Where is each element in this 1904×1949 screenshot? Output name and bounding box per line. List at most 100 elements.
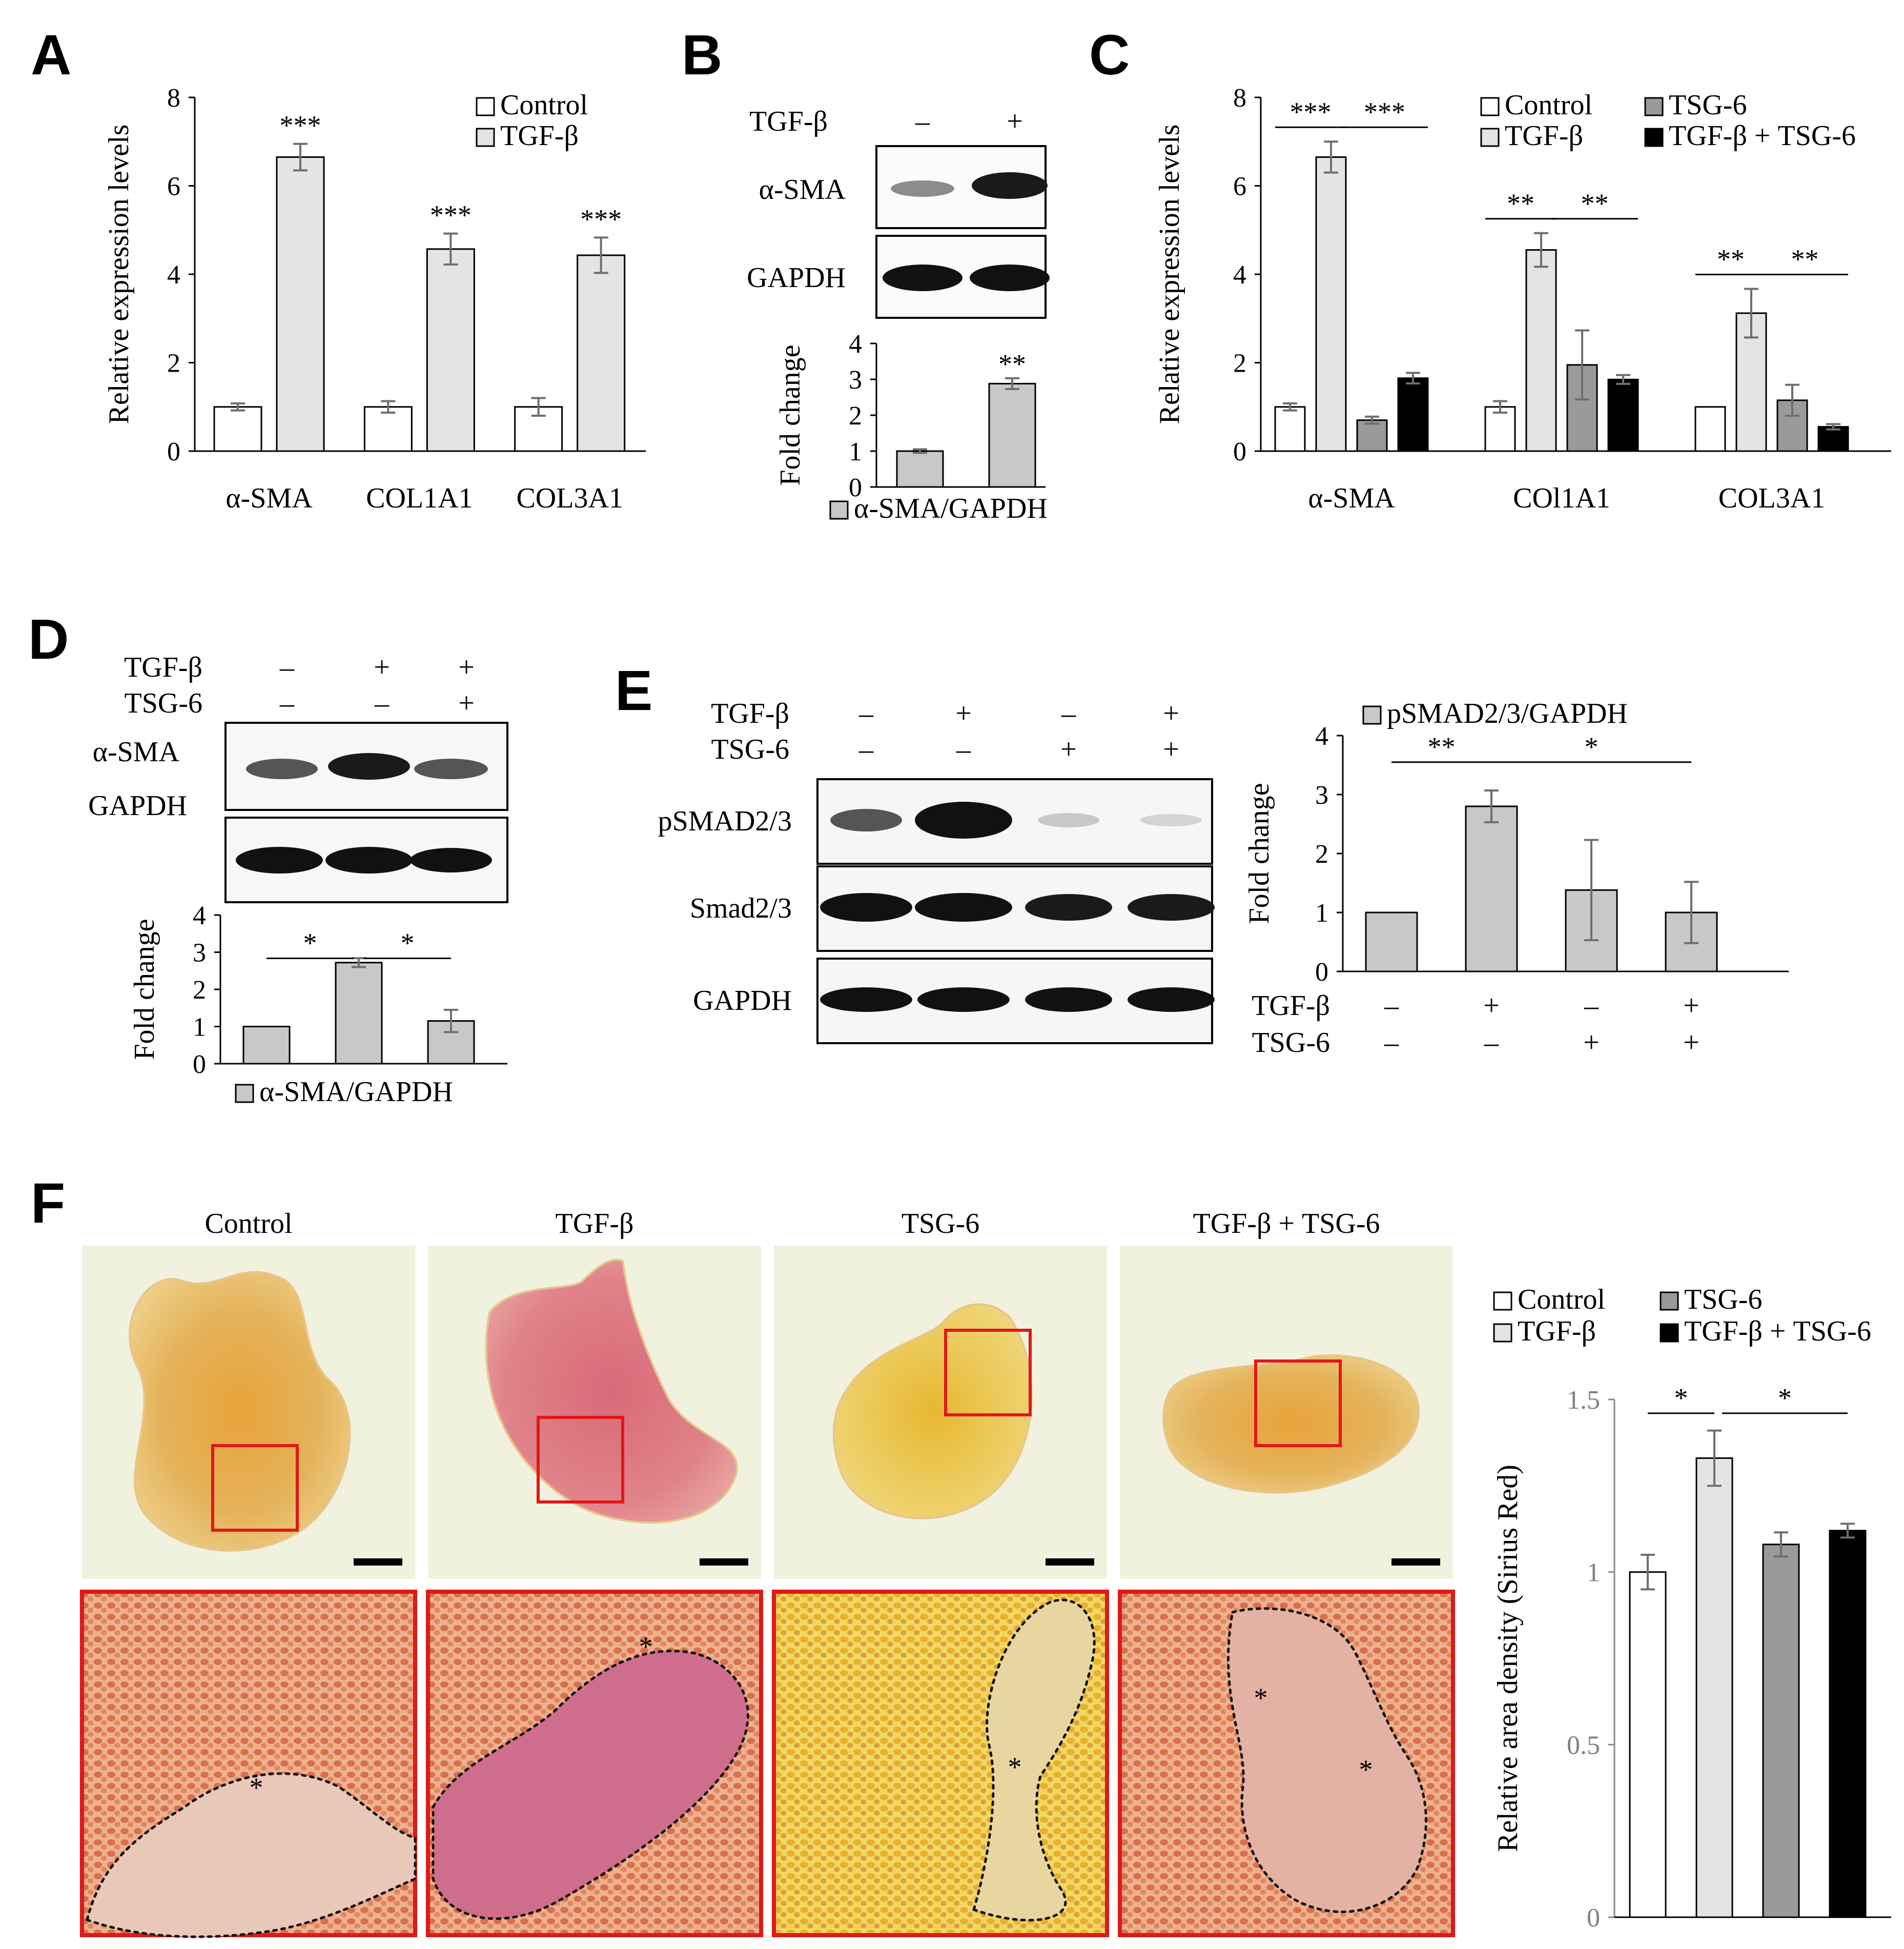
panelC-legend-tgf-label: TGF-β [1505,120,1583,152]
panelC-bar-1 [1525,249,1557,452]
panelF-legend-tsg6-label: TSG-6 [1684,1284,1762,1315]
panel-label-F: F [31,1172,65,1235]
scale-bar-icon [700,1558,748,1566]
panelF-collagen-marker: * [1359,1754,1373,1785]
panelD-legend-swatch [235,1084,254,1103]
panelC-significance: ** [1507,188,1534,219]
panelA-bar-tgf [276,156,325,452]
panelD-sign: – [279,652,295,683]
panelC-category-label: COl1A1 [1513,482,1610,514]
panelF-roi-box [537,1416,624,1504]
panelF-legend-tsg6-swatch [1660,1291,1679,1311]
panelE-blot-label: pSMAD2/3 [658,805,792,837]
panelD-significance: * [401,928,415,959]
panelA-category-label: COL3A1 [516,482,623,514]
panelC-tick-label: 2 [1233,349,1246,378]
panelE-sign: – [956,734,971,765]
panelF-tissue-group [485,1258,738,1524]
panelF-image-title: TGF-β + TSG-6 [1193,1208,1380,1240]
panelE-band [1038,813,1099,827]
panel-label-D: D [28,608,69,671]
panel-label-B: B [682,24,722,87]
panelD-tick-label: 1 [193,1013,206,1042]
scale-bar-icon [1391,1558,1440,1566]
panelA-category-label: α-SMA [226,482,313,514]
panelB-blot-label: GAPDH [747,262,846,294]
panelE-legend-swatch [1362,705,1382,725]
panelC-bar-3 [1607,378,1639,452]
panelC-bar-1 [1315,156,1347,452]
panelB-tick-label: 4 [849,330,862,359]
panelD-bar [242,1026,291,1065]
panelE-tick-label: 4 [1315,722,1328,751]
panelE-sign: – [858,734,874,765]
panelF-legend-combo-swatch [1660,1323,1679,1343]
panelF-y-label: Relative area density (Sirius Red) [1492,1465,1524,1852]
panelE-band [917,987,1010,1012]
panelA-legend-control-swatch [476,97,495,116]
panelF-collagen-marker: * [639,1631,653,1662]
panelC-legend-control-swatch [1480,97,1500,116]
panelF-collagen-marker: * [1254,1682,1268,1713]
panelE-band [820,987,912,1012]
panelE-x-sign: – [1384,990,1399,1022]
panelC-legend-control-label: Control [1505,89,1592,121]
panelE-x-sign: – [1484,1027,1499,1059]
panelE-tick-label: 1 [1315,899,1328,928]
panelB-legend-swatch [829,500,849,520]
panelA-legend-control-label: Control [500,89,588,121]
panelB-significance: ** [998,349,1026,379]
panelF-zoom-group [432,1650,749,1920]
panelC-tick-label: 8 [1233,84,1246,113]
panelE-bar [1365,911,1418,972]
panelD-band [236,847,323,874]
panelA-bar-control [363,406,413,452]
panelE-band [1025,894,1112,921]
panelE-sign: – [1061,698,1076,729]
panelC-legend-tsg6-label: TSG-6 [1669,89,1747,121]
panelB-tick-label: 2 [849,401,862,431]
panelA-bar-control [213,406,262,452]
panelD-row-label: TSG-6 [125,687,202,719]
panelC-significance: ** [1717,243,1745,274]
panelF-collagen-marker: * [1008,1752,1022,1782]
panelE-tick-label: 2 [1315,840,1328,869]
panelC-significance: *** [1290,96,1332,127]
panelE-bar [1465,805,1518,972]
panelC-legend-tgf-swatch [1480,128,1500,147]
panelE-x-sign: + [1483,990,1500,1022]
panelB-legend-label: α-SMA/GAPDH [854,493,1048,524]
panelD-tick-label: 2 [193,976,206,1005]
panelC-legend-tsg6-swatch [1644,97,1664,116]
panelA-significance: *** [580,204,622,234]
panelF-image-title: TGF-β [556,1208,634,1240]
panelA-category-label: COL1A1 [366,482,473,514]
panelD-row-label: TGF-β [124,652,202,683]
panelC-significance: ** [1791,243,1819,274]
panelF-zoom-group [86,1772,417,1938]
panelF-zoom-group [1227,1607,1427,1913]
panelD-sign: + [374,652,390,683]
panelE-x-sign: + [1683,1027,1700,1059]
panelF-tick-label: 1.5 [1567,1386,1600,1415]
panelE-band [1128,987,1215,1012]
panelA-significance: *** [430,200,472,231]
panelE-x-row-label: TSG-6 [1252,1027,1330,1059]
panelA-y-label: Relative expression levels [103,125,135,424]
panelC-bar-0 [1484,406,1516,452]
panelF-collagen-outline [86,1772,417,1938]
panelD-legend-label: α-SMA/GAPDH [259,1076,453,1108]
panelF-collagen-outline [1227,1607,1427,1913]
panel-label-E: E [615,659,652,722]
panelB-band [883,265,963,291]
panelB-tick-label: 3 [849,366,862,395]
panelD-band [328,753,410,780]
panelF-legend-control-label: Control [1518,1284,1605,1315]
panelC-tick-label: 4 [1233,260,1246,290]
panelF-tick-label: 0.5 [1567,1731,1600,1760]
panelB-y-label: Fold change [774,344,806,485]
panelF-zoom-group [972,1598,1096,1922]
panelB-band [891,180,954,197]
panelF-legend-tgf-swatch [1493,1323,1512,1343]
